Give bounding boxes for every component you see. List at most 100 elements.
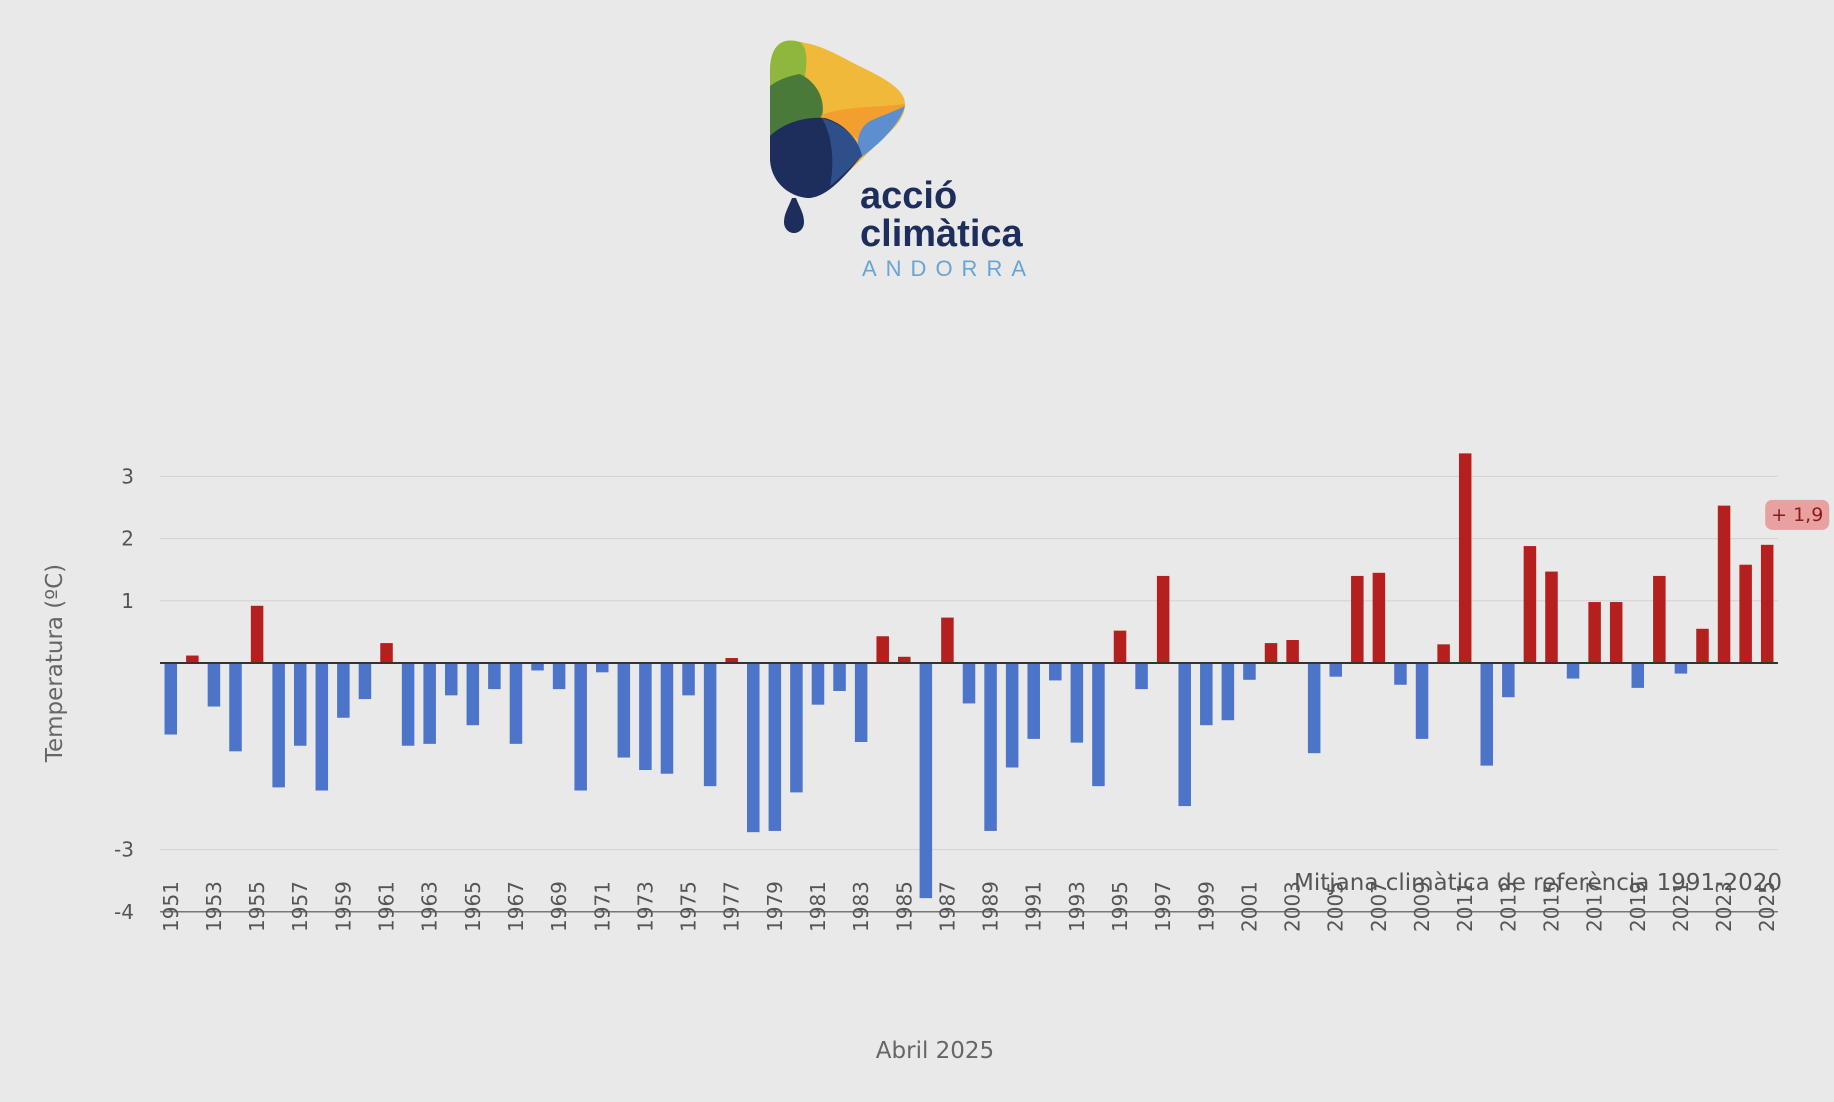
bar-2009 <box>1415 663 1429 739</box>
bar-1998 <box>1178 663 1191 807</box>
logo-line-3: ANDORRA <box>862 256 1035 281</box>
x-tick-label: 1959 <box>331 881 355 932</box>
x-tick-label: 1971 <box>590 881 614 932</box>
x-tick-label: 2011 <box>1453 881 1477 932</box>
bar-1981 <box>811 663 825 705</box>
bar-1963 <box>423 663 436 744</box>
bar-1977 <box>725 658 738 663</box>
bar-2016 <box>1566 663 1580 679</box>
bar-1965 <box>466 663 480 726</box>
bar-2001 <box>1243 663 1256 680</box>
bar-1962 <box>401 663 415 746</box>
x-tick-label: 1963 <box>418 881 442 932</box>
bar-2011 <box>1458 453 1472 663</box>
last-value-badge-bg <box>1765 499 1830 530</box>
x-tick-label: 1981 <box>806 881 830 932</box>
bar-2022 <box>1696 628 1709 663</box>
bar-2004 <box>1307 663 1321 754</box>
bar-1952 <box>186 655 199 663</box>
x-tick-label: 1953 <box>202 881 226 932</box>
bar-1966 <box>488 663 501 690</box>
x-tick-label: 2025 <box>1755 881 1779 932</box>
bar-2010 <box>1437 644 1450 663</box>
x-tick-label: 1951 <box>159 881 183 932</box>
bar-1995 <box>1113 630 1127 663</box>
x-tick-label: 1973 <box>633 881 657 932</box>
bar-1990 <box>1005 663 1019 768</box>
bar-2012 <box>1480 663 1494 766</box>
x-tick-label: 2023 <box>1712 881 1736 932</box>
bar-1999 <box>1200 663 1213 726</box>
x-tick-label: 1955 <box>245 881 269 932</box>
bar-1955 <box>250 605 264 663</box>
bar-2018 <box>1609 602 1623 663</box>
bar-2019 <box>1631 663 1645 688</box>
bar-1992 <box>1049 663 1062 681</box>
bar-1968 <box>531 663 544 671</box>
x-tick-label: 2003 <box>1281 881 1305 932</box>
bar-1953 <box>207 663 221 707</box>
bar-2003 <box>1286 639 1299 663</box>
x-tick-label: 2007 <box>1367 881 1391 932</box>
x-tick-label: 1987 <box>935 881 959 932</box>
bar-1976 <box>703 663 717 787</box>
last-value-badge-label: + 1,9 <box>1771 504 1823 526</box>
bar-1973 <box>639 663 652 770</box>
bar-1984 <box>876 636 889 663</box>
bar-1994 <box>1092 663 1105 787</box>
bar-1986 <box>919 663 933 899</box>
accio-climatica-andorra-logo: acció climàtica ANDORRA <box>770 40 1035 281</box>
logo-mark-icon <box>770 40 905 233</box>
bar-2024 <box>1739 564 1752 663</box>
bar-1957 <box>293 663 307 746</box>
x-tick-label: 1957 <box>288 881 312 932</box>
bar-2014 <box>1523 546 1537 663</box>
y-tick-label: 3 <box>121 464 134 488</box>
y-tick-labels: 3 2 1 -3 -4 <box>114 464 134 923</box>
bar-2015 <box>1545 571 1558 663</box>
x-tick-label: 1961 <box>375 881 399 932</box>
y-tick-label: -3 <box>114 838 134 862</box>
bar-2008 <box>1394 663 1407 685</box>
bar-1960 <box>358 663 372 700</box>
bar-1982 <box>833 663 846 691</box>
bar-1988 <box>962 663 976 704</box>
x-tick-labels: 1951 1953 1955 1957 1959 1961 1963 1965 1967 1969… <box>159 881 1779 932</box>
bar-2021 <box>1674 663 1688 674</box>
bar-1989 <box>984 663 997 831</box>
x-tick-label: 2021 <box>1669 881 1693 932</box>
x-tick-label: 1995 <box>1108 881 1132 932</box>
x-tick-label: 1997 <box>1151 881 1175 932</box>
x-tick-label: 1983 <box>849 881 873 932</box>
bar-1978 <box>747 663 760 833</box>
x-tick-label: 1993 <box>1065 881 1089 932</box>
bar-1997 <box>1156 575 1170 663</box>
bar-1959 <box>337 663 350 718</box>
bar-1974 <box>660 663 674 774</box>
x-tick-label: 2015 <box>1539 881 1563 932</box>
bar-1967 <box>509 663 523 744</box>
bar-1964 <box>444 663 458 696</box>
reference-period-note: Mitjana climàtica de referència 1991-202… <box>1294 870 1782 896</box>
x-tick-label: 1967 <box>504 881 528 932</box>
bar-1958 <box>315 663 329 791</box>
x-axis-title: Abril 2025 <box>876 1038 994 1064</box>
bar-1972 <box>617 663 631 758</box>
bar-2020 <box>1653 575 1666 663</box>
bar-1980 <box>790 663 803 793</box>
bar-1961 <box>380 643 393 663</box>
x-tick-label: 1979 <box>763 881 787 932</box>
bar-2023 <box>1717 505 1731 663</box>
x-tick-label: 2017 <box>1583 881 1607 932</box>
bar-1969 <box>552 663 566 690</box>
y-tick-label: -4 <box>114 900 134 924</box>
bar-1991 <box>1027 663 1040 739</box>
x-tick-label: 2019 <box>1626 881 1650 932</box>
x-tick-label: 1991 <box>1022 881 1046 932</box>
x-tick-label: 1999 <box>1194 881 1218 932</box>
last-value-badge: + 1,9 <box>1765 499 1830 530</box>
bar-2000 <box>1221 663 1235 721</box>
bar-1970 <box>574 663 587 791</box>
x-tick-label: 1975 <box>677 881 701 932</box>
bar-1956 <box>272 663 285 788</box>
